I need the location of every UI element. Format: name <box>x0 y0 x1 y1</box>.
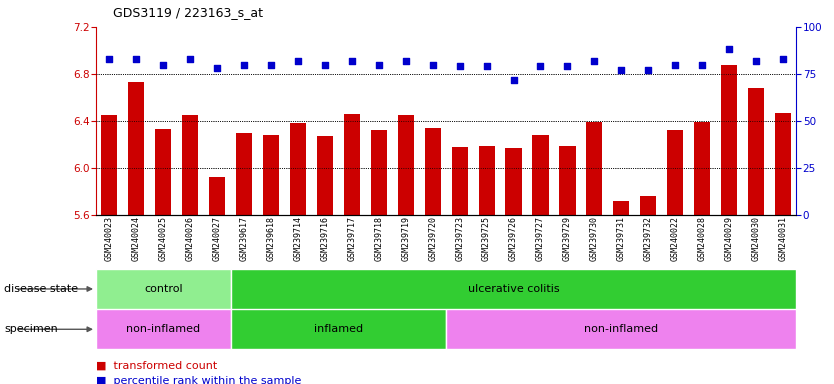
Point <box>210 65 224 71</box>
Point <box>103 56 116 62</box>
Bar <box>505 148 521 215</box>
Point <box>560 63 574 70</box>
Point <box>776 56 790 62</box>
Bar <box>96 269 231 309</box>
Point <box>507 76 520 83</box>
Text: inflamed: inflamed <box>314 324 363 334</box>
Point <box>696 61 709 68</box>
Bar <box>101 115 118 215</box>
Bar <box>532 135 549 215</box>
Point <box>534 63 547 70</box>
Bar <box>748 88 764 215</box>
Bar <box>560 146 575 215</box>
Point <box>669 61 682 68</box>
Point <box>183 56 197 62</box>
Bar <box>182 115 198 215</box>
Text: non-inflamed: non-inflamed <box>585 324 658 334</box>
Bar <box>694 122 711 215</box>
Bar <box>479 146 495 215</box>
Bar <box>231 269 796 309</box>
Bar <box>641 196 656 215</box>
Text: control: control <box>144 284 183 294</box>
Bar <box>446 309 796 349</box>
Point <box>157 61 170 68</box>
Point <box>129 56 143 62</box>
Point <box>480 63 493 70</box>
Bar <box>451 147 468 215</box>
Bar <box>155 129 171 215</box>
Bar <box>263 135 279 215</box>
Text: ■  percentile rank within the sample: ■ percentile rank within the sample <box>96 376 301 384</box>
Bar <box>775 113 791 215</box>
Bar <box>290 123 306 215</box>
Point <box>426 61 440 68</box>
Bar <box>317 136 333 215</box>
Bar <box>371 130 387 215</box>
Bar <box>425 128 441 215</box>
Bar <box>344 114 360 215</box>
Point <box>372 61 385 68</box>
Text: GDS3119 / 223163_s_at: GDS3119 / 223163_s_at <box>113 6 263 19</box>
Text: ulcerative colitis: ulcerative colitis <box>468 284 560 294</box>
Point <box>345 58 359 64</box>
Point <box>588 58 601 64</box>
Point <box>722 46 736 53</box>
Point <box>399 58 413 64</box>
Bar <box>721 65 737 215</box>
Text: disease state: disease state <box>4 284 78 294</box>
Bar <box>613 201 630 215</box>
Point <box>319 61 332 68</box>
Point <box>750 58 763 64</box>
Point <box>238 61 251 68</box>
Bar <box>236 133 252 215</box>
Bar <box>128 82 144 215</box>
Point <box>291 58 304 64</box>
Bar <box>586 122 602 215</box>
Text: non-inflamed: non-inflamed <box>126 324 200 334</box>
Bar <box>398 115 414 215</box>
Bar <box>667 130 683 215</box>
Bar <box>231 309 446 349</box>
Bar <box>209 177 225 215</box>
Point <box>264 61 278 68</box>
Bar <box>96 309 231 349</box>
Text: ■  transformed count: ■ transformed count <box>96 361 217 371</box>
Point <box>615 67 628 73</box>
Point <box>641 67 655 73</box>
Point <box>453 63 466 70</box>
Text: specimen: specimen <box>4 324 58 334</box>
